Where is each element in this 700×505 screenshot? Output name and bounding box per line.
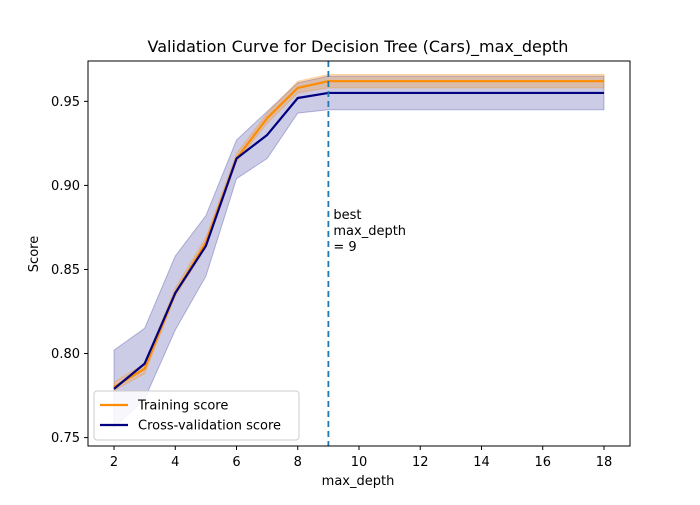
best-depth-annotation-2: = 9 (333, 240, 356, 255)
x-axis-label: max_depth (322, 474, 395, 489)
legend-box (93, 390, 300, 441)
y-tick-label: 0.75 (51, 431, 80, 446)
x-tick-label: 6 (232, 455, 240, 470)
y-tick-label: 0.90 (51, 179, 80, 194)
band-training (113, 73, 605, 392)
legend: Training score Cross-validation score (93, 390, 300, 441)
legend-label-cross-validation: Cross-validation score (138, 419, 281, 434)
line-training-score (113, 80, 604, 389)
x-tick-label: 4 (171, 455, 179, 470)
x-tick-label: 8 (294, 455, 302, 470)
legend-label-training: Training score (137, 399, 228, 414)
x-tick-label: 14 (473, 455, 490, 470)
chart-title: Validation Curve for Decision Tree (Cars… (148, 37, 569, 57)
line-cross-validation-score (113, 91, 604, 390)
y-tick-label: 0.95 (51, 95, 80, 110)
axes: 2 4 6 8 10 12 14 16 18 0.75 0.80 0.85 0.90 0.95 (51, 60, 631, 470)
x-tick-label: 2 (110, 455, 118, 470)
x-tick-label: 16 (534, 455, 551, 470)
confidence-bands (113, 73, 605, 429)
x-tick-label: 18 (596, 455, 613, 470)
best-depth-annotation-1: max_depth (333, 224, 406, 239)
y-tick-label: 0.80 (51, 347, 80, 362)
x-tick-label: 10 (351, 455, 368, 470)
best-depth-annotation-0: best (333, 208, 361, 223)
series-lines (113, 80, 604, 390)
plot-frame (87, 60, 631, 447)
y-tick-label: 0.85 (51, 263, 80, 278)
y-axis-label: Score (27, 236, 42, 272)
x-tick-label: 12 (412, 455, 429, 470)
band-cross-validation (113, 75, 605, 429)
